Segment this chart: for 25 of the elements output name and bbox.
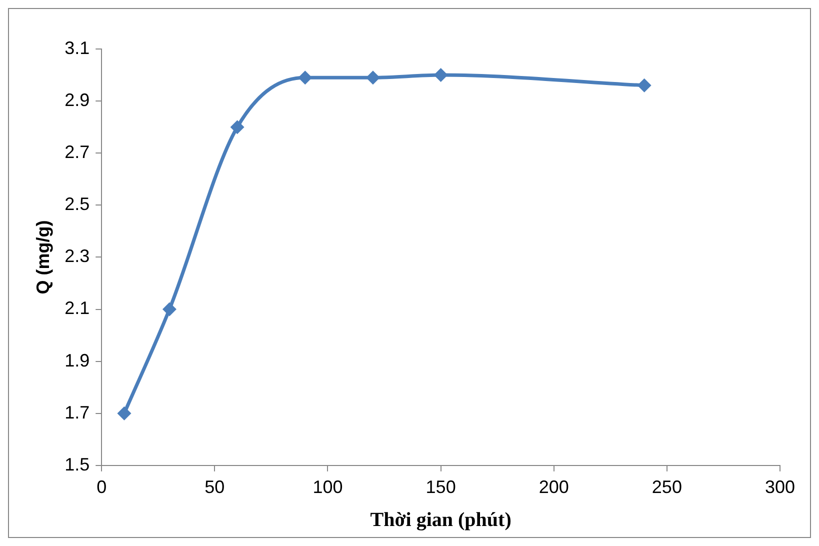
x-tick-label: 200 bbox=[538, 477, 569, 498]
y-tick-label: 1.7 bbox=[64, 402, 90, 422]
point bbox=[637, 78, 652, 92]
x-tick-label: 0 bbox=[96, 477, 107, 498]
point bbox=[117, 406, 132, 420]
x-tick-label: 250 bbox=[652, 477, 682, 498]
y-tick-label: 2.5 bbox=[64, 194, 90, 214]
y-tick-label: 2.3 bbox=[64, 246, 90, 266]
y-tick-label: 2.7 bbox=[64, 142, 90, 162]
y-tick-label: 1.5 bbox=[64, 454, 90, 474]
y-tick-label: 1.9 bbox=[64, 350, 90, 370]
point bbox=[366, 70, 380, 85]
x-tick-label: 50 bbox=[204, 477, 225, 498]
x-tick-label: 150 bbox=[426, 477, 456, 498]
x-tick-label: 100 bbox=[312, 477, 343, 498]
point bbox=[230, 120, 244, 134]
x-axis-title: Thời gian (phút) bbox=[370, 509, 512, 532]
point bbox=[162, 302, 176, 316]
x-tick-label: 300 bbox=[764, 477, 796, 498]
y-tick-label: 2.9 bbox=[64, 90, 90, 110]
point bbox=[434, 68, 448, 82]
y-tick-label: 2.1 bbox=[64, 298, 90, 318]
y-tick-label: 3.1 bbox=[64, 38, 90, 58]
point bbox=[298, 70, 312, 85]
y-axis-title: Q (mg/g) bbox=[32, 220, 53, 294]
